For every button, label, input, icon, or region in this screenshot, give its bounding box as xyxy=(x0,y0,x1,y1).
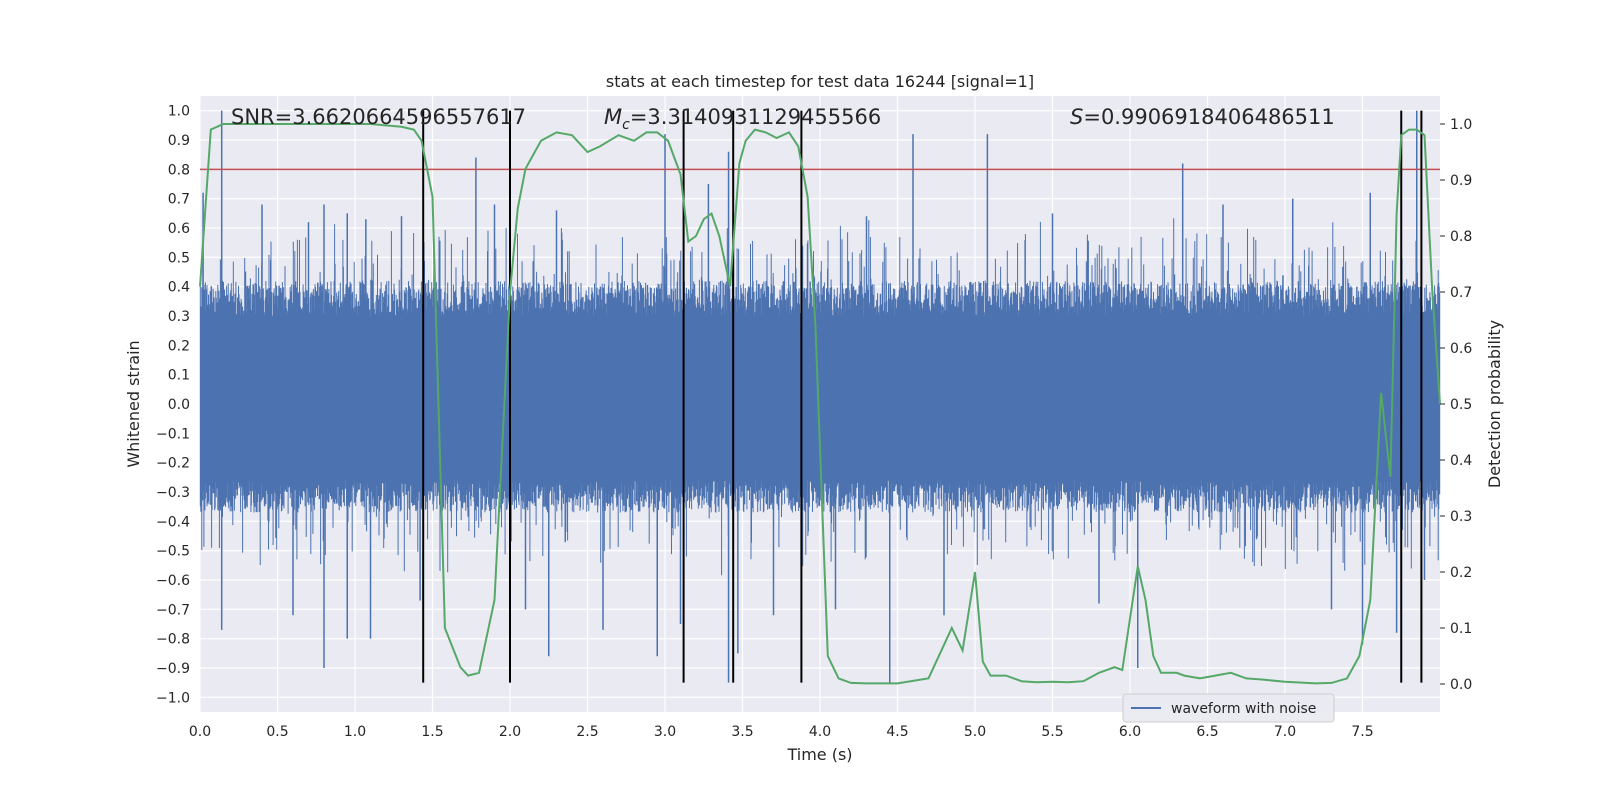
chart-title: stats at each timestep for test data 162… xyxy=(606,72,1034,91)
y-tick-left: 0.7 xyxy=(168,192,190,208)
y-tick-left: 1.0 xyxy=(168,104,190,120)
y-axis-right: 0.0 0.1 0.2 0.3 0.4 0.5 0.6 0.7 0.8 0.9 1.0 xyxy=(1440,117,1472,693)
x-tick: 0.0 xyxy=(189,724,211,740)
mc-value: =3.3140931129455566 xyxy=(630,105,881,129)
y-tick-right: 1.0 xyxy=(1450,117,1472,133)
y-tick-right: 0.5 xyxy=(1450,397,1472,413)
mc-annotation: Mc=3.3140931129455566 xyxy=(604,105,881,133)
y-tick-right: 0.2 xyxy=(1450,565,1472,581)
y-axis-right-label: Detection probability xyxy=(1485,320,1504,488)
x-tick: 3.5 xyxy=(731,724,753,740)
mc-subscript: c xyxy=(622,117,630,133)
x-tick: 1.0 xyxy=(344,724,366,740)
y-tick-right: 0.8 xyxy=(1450,229,1472,245)
s-annotation: S=0.9906918406486511 xyxy=(1070,105,1335,129)
legend-label: waveform with noise xyxy=(1171,701,1316,717)
x-tick: 2.5 xyxy=(576,724,598,740)
y-tick-right: 0.4 xyxy=(1450,453,1472,469)
x-tick: 7.5 xyxy=(1351,724,1373,740)
x-axis-label: Time (s) xyxy=(786,745,852,764)
x-tick: 7.0 xyxy=(1274,724,1296,740)
x-tick: 3.0 xyxy=(654,724,676,740)
y-tick-left: 0.9 xyxy=(168,133,190,149)
x-tick: 6.0 xyxy=(1119,724,1141,740)
legend: waveform with noise xyxy=(1122,693,1335,723)
y-tick-left: 0.8 xyxy=(168,162,190,178)
x-tick: 4.0 xyxy=(809,724,831,740)
s-symbol: S xyxy=(1070,105,1083,129)
mc-symbol: M xyxy=(604,105,622,129)
x-tick: 5.0 xyxy=(964,724,986,740)
y-tick-left: −0.6 xyxy=(156,573,190,589)
x-tick: 0.5 xyxy=(266,724,288,740)
y-tick-left: 0.6 xyxy=(168,221,190,237)
y-tick-left: 0.0 xyxy=(168,397,190,413)
x-tick: 6.5 xyxy=(1196,724,1218,740)
y-tick-left: 0.2 xyxy=(168,338,190,354)
y-tick-left: −0.7 xyxy=(156,602,190,618)
x-axis: 0.0 0.5 1.0 1.5 2.0 2.5 3.0 3.5 4.0 4.5 5.0 5.5 6.0 6… xyxy=(189,724,1374,740)
y-tick-left: −0.4 xyxy=(156,514,190,530)
x-tick: 4.5 xyxy=(886,724,908,740)
y-tick-right: 0.7 xyxy=(1450,285,1472,301)
y-tick-left: 0.5 xyxy=(168,250,190,266)
y-tick-left: −0.2 xyxy=(156,456,190,472)
s-value: =0.9906918406486511 xyxy=(1083,105,1334,129)
y-tick-right: 0.6 xyxy=(1450,341,1472,357)
y-tick-right: 0.1 xyxy=(1450,621,1472,637)
y-tick-right: 0.0 xyxy=(1450,677,1472,693)
x-tick: 1.5 xyxy=(421,724,443,740)
x-tick: 2.0 xyxy=(499,724,521,740)
y-axis-left: −1.0 −0.9 −0.8 −0.7 −0.6 −0.5 −0.4 −0.3 −0.2 −0.1… xyxy=(156,104,190,707)
legend-box xyxy=(1122,693,1335,723)
y-tick-left: −0.1 xyxy=(156,426,190,442)
y-tick-right: 0.9 xyxy=(1450,173,1472,189)
y-tick-left: 0.4 xyxy=(168,280,190,296)
probability-line xyxy=(199,123,1441,685)
y-tick-left: −0.5 xyxy=(156,544,190,560)
probability-series xyxy=(199,123,1441,685)
y-tick-left: −0.9 xyxy=(156,661,190,677)
y-tick-right: 0.3 xyxy=(1450,509,1472,525)
event-markers xyxy=(422,110,1423,683)
y-tick-left: −0.8 xyxy=(156,632,190,648)
snr-annotation: SNR=3.6620664596557617 xyxy=(231,105,526,129)
y-tick-left: −1.0 xyxy=(156,690,190,706)
x-tick: 5.5 xyxy=(1041,724,1063,740)
y-tick-left: 0.3 xyxy=(168,309,190,325)
y-axis-left-label: Whitened strain xyxy=(124,340,143,467)
y-tick-left: 0.1 xyxy=(168,368,190,384)
y-tick-left: −0.3 xyxy=(156,485,190,501)
